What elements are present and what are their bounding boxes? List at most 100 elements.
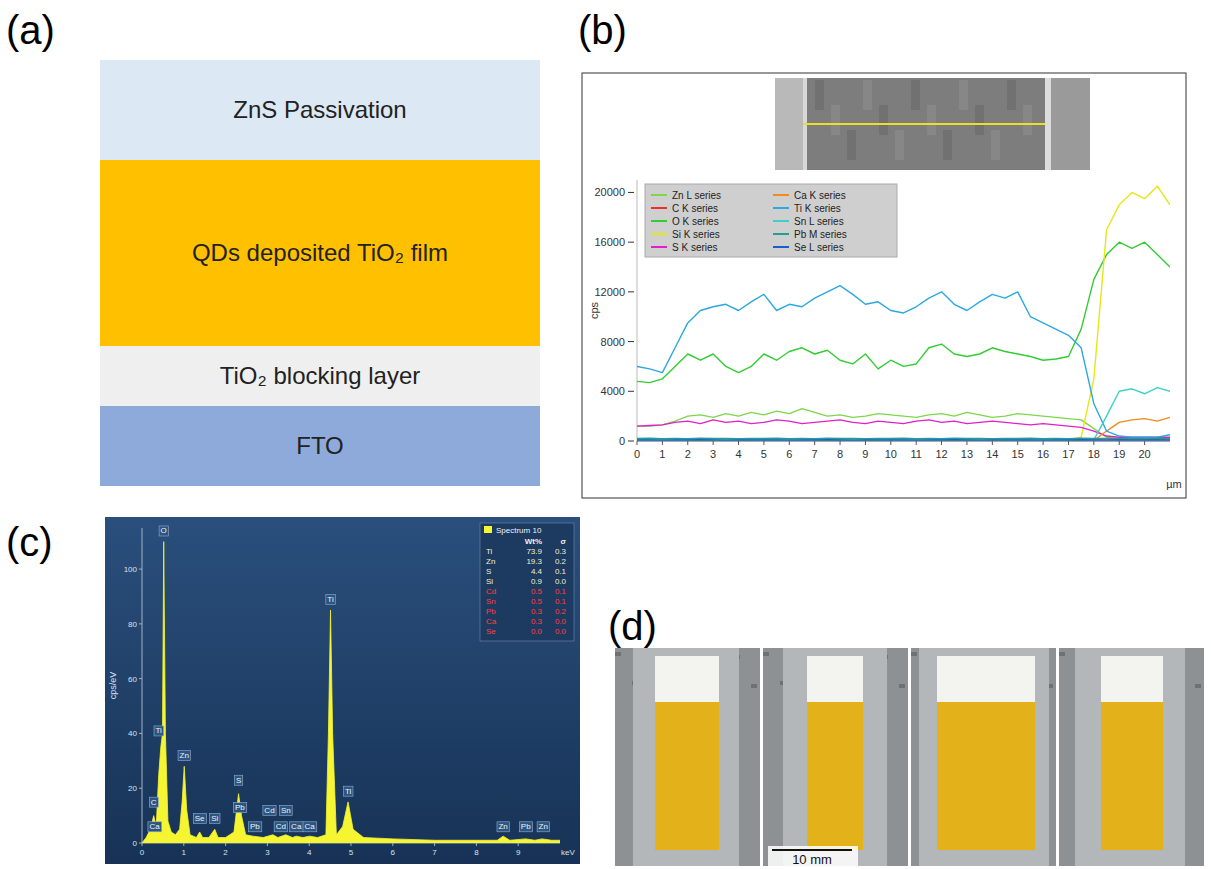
x-tick xyxy=(890,441,891,445)
peak-label-text: Ti xyxy=(345,787,352,796)
x-tick xyxy=(713,441,714,445)
legend-swatch xyxy=(773,194,789,196)
y-tick xyxy=(628,441,634,442)
y-tick xyxy=(628,341,634,342)
x-tick xyxy=(1068,441,1069,445)
peak-label-box xyxy=(303,822,317,832)
peak-label: Ca xyxy=(290,822,304,832)
bare-film xyxy=(937,656,1035,702)
peak-label-box xyxy=(154,726,164,736)
x-tick xyxy=(840,441,841,445)
legend-swatch xyxy=(651,233,667,235)
table-cell: 0.3 xyxy=(555,547,567,556)
legend-label: Pb M series xyxy=(794,229,847,240)
y-tick-label: 8000 xyxy=(601,336,625,348)
glass-slide xyxy=(783,648,887,866)
layer-rect xyxy=(100,346,540,406)
layer-label: QDs deposited TiO₂ film xyxy=(192,239,448,266)
x-tick-label: 0 xyxy=(634,448,640,460)
panel-letter: (c) xyxy=(6,520,53,564)
sem-texture xyxy=(927,105,936,135)
peak-label-text: Ca xyxy=(305,822,316,831)
photo-texture xyxy=(1195,684,1201,688)
x-tick xyxy=(687,441,688,445)
x-tick-label: 4 xyxy=(735,448,741,460)
x-tick-label: 10 xyxy=(885,448,897,460)
figure: (a)(b)(c)(d)ZnS PassivationQDs deposited… xyxy=(0,0,1211,869)
legend-swatch xyxy=(651,246,667,248)
x-tick xyxy=(142,843,143,846)
scan-line xyxy=(803,123,1045,125)
sem-image xyxy=(775,78,1090,170)
table-cell: Se xyxy=(486,627,496,636)
x-tick-label: 17 xyxy=(1062,448,1074,460)
table-cell: Ti xyxy=(486,547,493,556)
x-tick-label: 7 xyxy=(432,848,437,857)
sample-photo xyxy=(615,648,760,866)
photo-background xyxy=(615,648,760,866)
sem-texture xyxy=(831,105,840,135)
table-cell: Zn xyxy=(486,557,495,566)
x-tick xyxy=(662,441,663,445)
y-tick-label: 0 xyxy=(133,839,138,848)
sem-texture xyxy=(975,105,984,135)
peak-label-box xyxy=(537,822,549,832)
x-tick-label: 9 xyxy=(516,848,521,857)
legend-swatch xyxy=(651,194,667,196)
qd-film xyxy=(1101,702,1163,850)
photo-background xyxy=(763,648,908,866)
scale-bar: 10 mm xyxy=(768,846,858,867)
x-tick-label: 3 xyxy=(710,448,716,460)
x-tick-label: 8 xyxy=(474,848,479,857)
x-tick xyxy=(941,441,942,445)
x-tick-label: 1 xyxy=(182,848,187,857)
x-tick xyxy=(309,843,310,846)
legend: Zn L seriesC K seriesO K seriesSi K seri… xyxy=(645,184,897,257)
peak-label-box xyxy=(234,775,242,785)
y-tick-label: 80 xyxy=(128,620,137,629)
peak-label-text: Cd xyxy=(264,806,274,815)
peak-label: Cd xyxy=(263,805,276,815)
x-axis-title: µm xyxy=(1166,478,1182,490)
x-tick xyxy=(814,441,815,445)
x-axis-title: keV xyxy=(561,848,575,857)
panel-letter: (b) xyxy=(578,8,627,52)
series-line xyxy=(637,388,1170,440)
y-tick-label: 0 xyxy=(619,435,625,447)
scale-bar-label: 10 mm xyxy=(792,852,832,867)
series-line xyxy=(637,409,1170,439)
y-tick xyxy=(139,678,142,679)
legend-swatch xyxy=(773,246,789,248)
x-tick-label: 16 xyxy=(1037,448,1049,460)
x-tick-label: 2 xyxy=(223,848,228,857)
sem-inset xyxy=(775,78,1090,170)
x-tick-label: 14 xyxy=(986,448,998,460)
peak-label: Zn xyxy=(537,822,549,832)
y-tick-label: 100 xyxy=(124,565,138,574)
y-axis-title: cps/eV xyxy=(108,672,118,700)
peak-label-box xyxy=(290,822,304,832)
table-cell: 0.5 xyxy=(531,597,543,606)
layer-diagram: ZnS PassivationQDs deposited TiO₂ filmTi… xyxy=(100,60,540,486)
table-cell: 0.2 xyxy=(555,607,567,616)
y-tick-label: 20000 xyxy=(594,186,625,198)
layer-label: TiO₂ blocking layer xyxy=(220,362,421,389)
legend-box xyxy=(645,184,897,257)
sem-texture xyxy=(863,80,872,110)
sem-texture xyxy=(847,130,856,160)
x-tick xyxy=(183,843,184,846)
table-cell: 0.0 xyxy=(555,627,567,636)
panel-frame xyxy=(582,73,1186,498)
peak-label: Si xyxy=(210,814,220,824)
legend-swatch xyxy=(773,233,789,235)
y-tick xyxy=(628,242,634,243)
peak-label-box xyxy=(274,822,287,832)
x-tick xyxy=(865,441,866,445)
glass-slide xyxy=(1075,648,1185,866)
peak-label-text: Si xyxy=(211,814,218,823)
peak-label-box xyxy=(193,814,206,824)
table-cell: 0.9 xyxy=(531,577,543,586)
series-line xyxy=(637,417,1170,440)
panel-letter: (a) xyxy=(6,8,55,52)
photo-background xyxy=(911,648,1056,866)
